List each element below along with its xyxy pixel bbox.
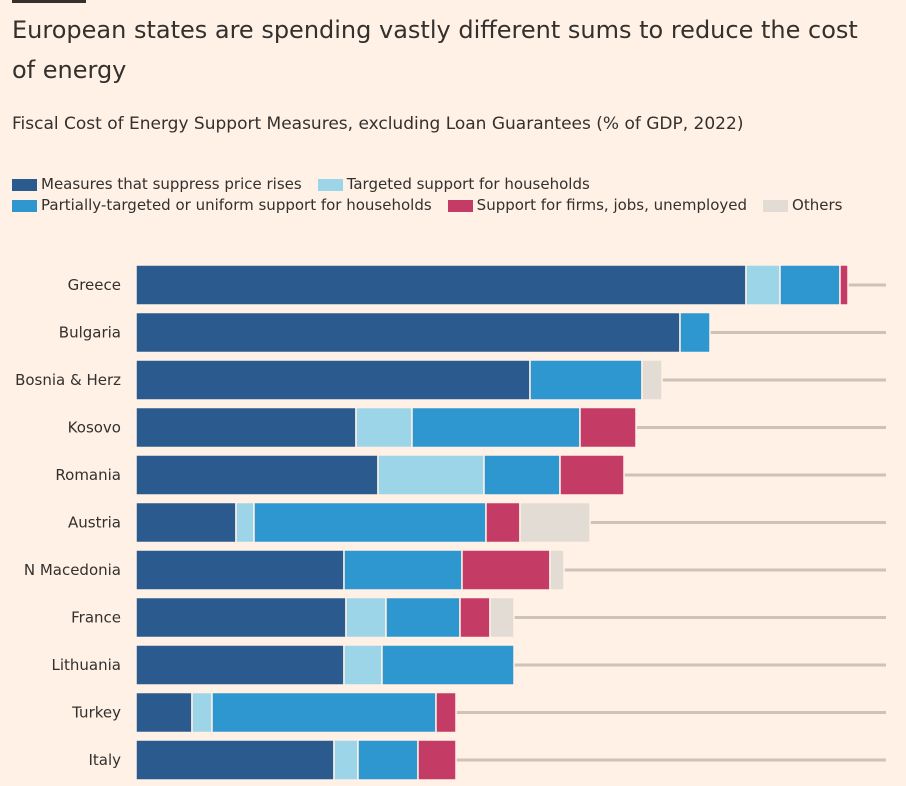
category-label-turkey: Turkey — [71, 704, 121, 722]
bar-kosovo-targeted — [355, 406, 413, 449]
legend-item-others: Others — [763, 195, 842, 216]
bar-austria-partial — [253, 501, 487, 544]
bar-greece-price — [135, 264, 747, 306]
bar-turkey-partial — [211, 691, 437, 734]
legend-label-targeted: Targeted support for households — [346, 175, 590, 193]
bar-turkey-price — [135, 691, 193, 734]
bar-greece-targeted — [745, 264, 781, 306]
legend-label-partial: Partially-targeted or uniform support fo… — [41, 196, 432, 214]
bar-bosnia-herz-others — [641, 359, 663, 401]
bar-lithuania-price — [135, 644, 345, 686]
bar-romania-price — [135, 454, 379, 496]
legend-swatch-others — [763, 199, 789, 212]
bar-italy-targeted — [333, 739, 359, 781]
bar-kosovo-partial — [411, 406, 581, 449]
bar-italy-price — [135, 739, 335, 781]
category-label-austria: Austria — [68, 514, 121, 532]
bar-lithuania-partial — [381, 644, 515, 686]
category-label-bulgaria: Bulgaria — [59, 324, 121, 342]
bar-france-price — [135, 596, 347, 639]
chart-legend: Measures that suppress price rises Targe… — [12, 174, 902, 216]
brand-top-rule — [12, 0, 86, 3]
bar-kosovo-firms — [579, 406, 637, 449]
bar-lithuania-targeted — [343, 644, 383, 686]
category-label-kosovo: Kosovo — [68, 419, 121, 437]
bar-bosnia-herz-partial — [529, 359, 643, 401]
bar-austria-price — [135, 501, 237, 544]
bar-greece-firms — [839, 264, 849, 306]
legend-row-1: Measures that suppress price rises Targe… — [12, 174, 902, 195]
bar-austria-firms — [485, 501, 521, 544]
bar-bulgaria-partial — [679, 311, 711, 354]
category-label-bosnia-herz: Bosnia & Herz — [15, 371, 121, 389]
bar-italy-partial — [357, 739, 419, 781]
bar-turkey-firms — [435, 691, 457, 734]
category-label-greece: Greece — [68, 276, 121, 294]
category-label-italy: Italy — [88, 751, 121, 769]
stacked-bar-chart: Greece Bulgaria Bosnia & Herz Kosovo Romania… — [15, 264, 886, 781]
bar-austria-targeted — [235, 501, 255, 544]
legend-swatch-partial — [12, 199, 37, 212]
bar-bulgaria-price — [135, 311, 681, 354]
legend-label-others: Others — [792, 196, 843, 214]
legend-label-price: Measures that suppress price rises — [41, 175, 302, 193]
legend-row-2: Partially-targeted or uniform support fo… — [12, 195, 902, 216]
legend-item-targeted: Targeted support for households — [317, 174, 590, 195]
bar-france-firms — [459, 596, 491, 639]
bar-france-targeted — [345, 596, 387, 639]
bar-bosnia-herz-price — [135, 359, 531, 401]
bar-n-macedonia-partial — [343, 549, 463, 591]
bar-italy-firms — [417, 739, 457, 781]
bar-n-macedonia-price — [135, 549, 345, 591]
bar-kosovo-price — [135, 406, 357, 449]
category-label-romania: Romania — [55, 466, 121, 484]
legend-swatch-price — [12, 178, 37, 191]
bar-n-macedonia-firms — [461, 549, 551, 591]
bar-turkey-targeted — [191, 691, 213, 734]
chart-subtitle: Fiscal Cost of Energy Support Measures, … — [12, 114, 744, 134]
legend-swatch-targeted — [317, 178, 343, 191]
bar-romania-firms — [559, 454, 625, 496]
legend-item-firms: Support for firms, jobs, unemployed — [447, 195, 748, 216]
legend-label-firms: Support for firms, jobs, unemployed — [476, 196, 748, 214]
legend-swatch-firms — [447, 199, 473, 212]
bar-greece-partial — [779, 264, 841, 306]
bar-romania-partial — [483, 454, 561, 496]
legend-item-partial: Partially-targeted or uniform support fo… — [12, 195, 432, 216]
bar-france-partial — [385, 596, 461, 639]
bar-n-macedonia-others — [549, 549, 565, 591]
category-label-france: France — [71, 609, 121, 627]
category-label-lithuania: Lithuania — [52, 656, 121, 674]
chart-title: European states are spending vastly diff… — [12, 16, 858, 84]
bar-romania-targeted — [377, 454, 485, 496]
bar-france-others — [489, 596, 515, 639]
category-label-n-macedonia: N Macedonia — [24, 561, 121, 579]
bar-austria-others — [519, 501, 591, 544]
legend-item-price: Measures that suppress price rises — [12, 174, 302, 195]
